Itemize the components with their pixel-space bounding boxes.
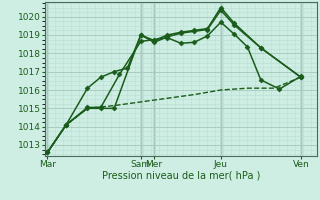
X-axis label: Pression niveau de la mer( hPa ): Pression niveau de la mer( hPa ) bbox=[102, 171, 260, 181]
